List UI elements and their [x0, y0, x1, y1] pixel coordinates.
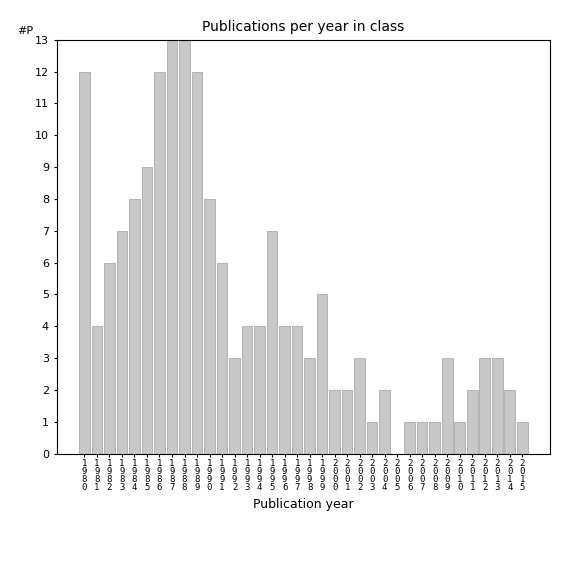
Bar	[480, 358, 490, 454]
Bar	[292, 326, 302, 454]
Bar	[429, 422, 440, 454]
Bar	[217, 263, 227, 454]
Bar	[505, 390, 515, 454]
Bar	[354, 358, 365, 454]
Bar	[142, 167, 153, 454]
Bar	[229, 358, 240, 454]
Bar	[379, 390, 390, 454]
X-axis label: Publication year: Publication year	[253, 498, 354, 510]
Bar	[266, 231, 277, 454]
Bar	[517, 422, 527, 454]
Bar	[104, 263, 115, 454]
Bar	[442, 358, 452, 454]
Bar	[317, 294, 327, 454]
Bar	[454, 422, 465, 454]
Bar	[129, 199, 140, 454]
Bar	[417, 422, 428, 454]
Bar	[92, 326, 102, 454]
Bar	[179, 40, 190, 454]
Bar	[329, 390, 340, 454]
Text: #P: #P	[17, 26, 33, 36]
Bar	[304, 358, 315, 454]
Bar	[404, 422, 415, 454]
Bar	[117, 231, 127, 454]
Bar	[280, 326, 290, 454]
Bar	[254, 326, 265, 454]
Bar	[492, 358, 502, 454]
Title: Publications per year in class: Publications per year in class	[202, 20, 404, 35]
Bar	[242, 326, 252, 454]
Bar	[167, 40, 177, 454]
Bar	[367, 422, 378, 454]
Bar	[342, 390, 353, 454]
Bar	[192, 71, 202, 454]
Bar	[467, 390, 477, 454]
Bar	[154, 71, 165, 454]
Bar	[79, 71, 90, 454]
Bar	[204, 199, 215, 454]
